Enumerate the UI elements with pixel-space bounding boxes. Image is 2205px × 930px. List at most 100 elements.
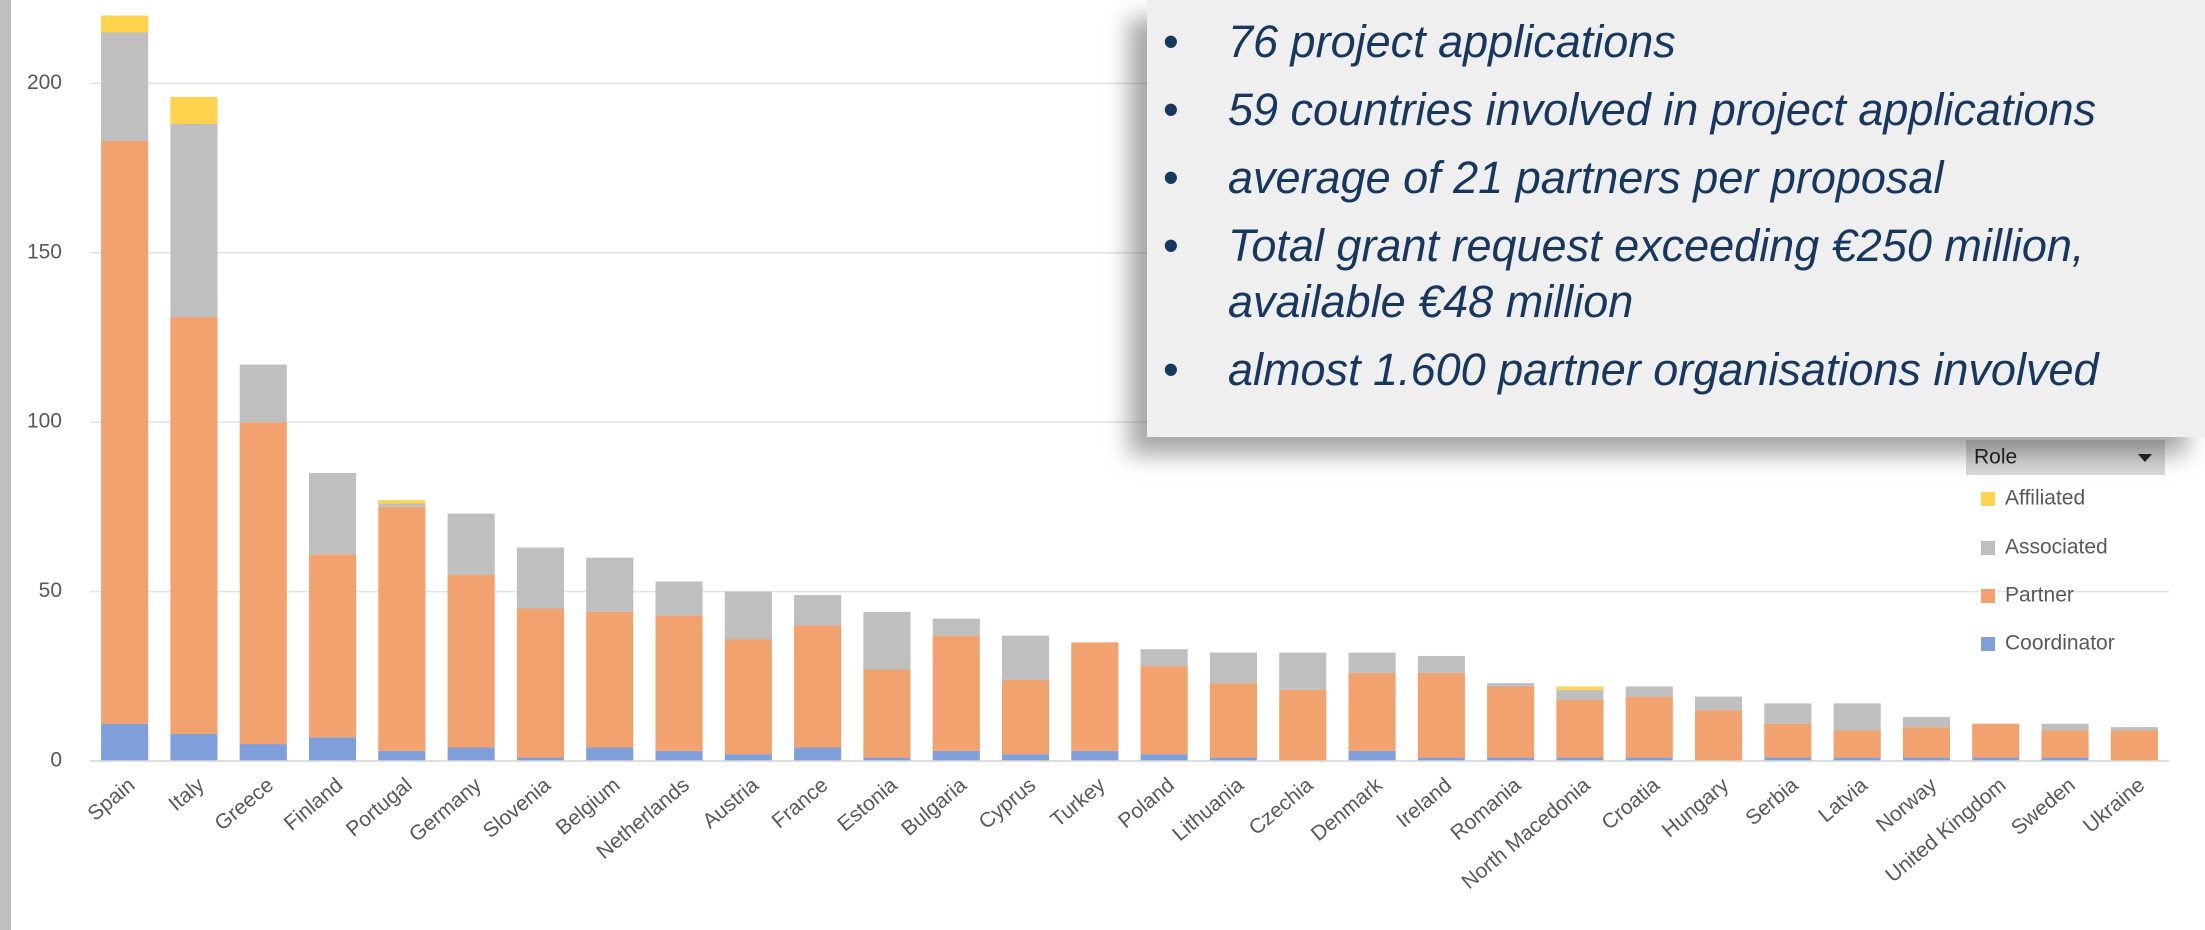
y-tick-label: 100 xyxy=(27,410,62,433)
bar-segment xyxy=(101,140,149,724)
bar-segment xyxy=(1348,652,1396,673)
bar-segment xyxy=(1833,730,1881,758)
bar-segment xyxy=(308,554,357,738)
legend-swatch xyxy=(1981,589,1995,603)
bar-segment xyxy=(1625,757,1673,761)
bullet-list: 76 project applications 59 countries invo… xyxy=(1147,14,2205,398)
bar-segment xyxy=(1140,649,1188,667)
bar-segment xyxy=(1694,710,1743,761)
x-tick-label: Greece xyxy=(210,773,278,835)
bar-segment xyxy=(1694,696,1743,711)
x-tick-label: Serbia xyxy=(1741,773,1803,830)
bar-segment xyxy=(1209,757,1258,761)
bullet: 76 project applications xyxy=(1147,14,2173,70)
bar-segment xyxy=(586,557,634,612)
bullet: almost 1.600 partner organisations invol… xyxy=(1147,342,2173,398)
bar-segment xyxy=(239,422,287,745)
x-tick-label: Italy xyxy=(164,773,209,816)
x-tick-label: Hungary xyxy=(1658,773,1734,842)
x-tick-label: Turkey xyxy=(1046,773,1110,832)
legend-label: Coordinator xyxy=(2005,632,2115,655)
bar-segment xyxy=(447,747,495,761)
x-tick-label: Denmark xyxy=(1307,773,1387,846)
bar-segment xyxy=(516,608,565,758)
bar-segment xyxy=(101,15,149,33)
y-tick-label: 0 xyxy=(50,749,62,772)
y-tick-label: 150 xyxy=(27,240,62,263)
bar-segment xyxy=(794,747,842,761)
x-tick-label: Finland xyxy=(280,773,348,835)
bar-segment xyxy=(308,737,357,761)
bar-segment xyxy=(586,747,634,761)
bar-segment xyxy=(1417,655,1465,673)
bar-segment xyxy=(724,591,772,640)
bar-segment xyxy=(1209,652,1258,684)
x-tick-label: France xyxy=(768,773,833,833)
x-tick-label: Estonia xyxy=(833,773,902,836)
bar-segment xyxy=(932,618,980,636)
legend-label: Associated xyxy=(2005,536,2108,559)
bar-segment xyxy=(1764,757,1812,761)
info-box: 76 project applications 59 countries invo… xyxy=(1147,0,2205,437)
bullet: 59 countries involved in project applica… xyxy=(1147,82,2173,138)
x-tick-label: Czechia xyxy=(1245,773,1318,840)
bar-segment xyxy=(1071,750,1119,761)
bar-segment xyxy=(516,547,565,609)
x-tick-label: United Kingdom xyxy=(1881,773,2010,887)
bar-segment xyxy=(308,472,357,555)
bar-segment xyxy=(239,364,287,423)
y-tick-label: 50 xyxy=(39,579,62,602)
bar-segment xyxy=(516,757,565,761)
x-tick-label: Latvia xyxy=(1814,773,1872,827)
legend-label: Partner xyxy=(2005,584,2074,607)
bar-segment xyxy=(932,635,980,751)
bar-segment xyxy=(1902,757,1951,761)
bar-segment xyxy=(794,594,842,626)
bar-segment xyxy=(378,506,426,751)
bar-segment xyxy=(1833,703,1881,731)
x-tick-label: Austria xyxy=(698,773,763,833)
bar-segment xyxy=(1417,672,1465,758)
bar-segment xyxy=(1001,754,1050,761)
bar-segment xyxy=(1556,700,1604,758)
bar-segment xyxy=(1487,757,1535,761)
bar-segment xyxy=(586,611,634,748)
bar-segment xyxy=(2041,723,2089,731)
bar-segment xyxy=(101,32,149,141)
bar-segment xyxy=(1902,727,1951,758)
x-tick-label: Cyprus xyxy=(975,773,1041,833)
bullet: average of 21 partners per proposal xyxy=(1147,150,2173,206)
legend-swatch xyxy=(1981,541,1995,555)
bar-segment xyxy=(170,123,218,318)
x-tick-label: Ukraine xyxy=(2079,773,2149,837)
bar-segment xyxy=(447,574,495,748)
bar-segment xyxy=(1556,689,1604,701)
x-tick-label: North Macedonia xyxy=(1457,773,1595,894)
bar-segment xyxy=(655,581,703,616)
x-tick-label: Portugal xyxy=(342,773,417,841)
bar-segment xyxy=(1348,750,1396,761)
legend-swatch xyxy=(1981,492,1995,506)
bar-segment xyxy=(1140,754,1188,761)
bar-segment xyxy=(932,750,980,761)
legend-swatch xyxy=(1981,637,1995,651)
bar-segment xyxy=(1972,723,2020,758)
x-tick-label: Bulgaria xyxy=(897,773,971,840)
bar-segment xyxy=(1556,757,1604,761)
x-tick-label: Ireland xyxy=(1392,773,1456,832)
bar-segment xyxy=(170,96,218,124)
bar-segment xyxy=(863,757,911,761)
bar-segment xyxy=(378,750,426,761)
bar-segment xyxy=(170,317,218,734)
x-tick-label: Croatia xyxy=(1597,773,1664,834)
left-edge xyxy=(0,0,11,930)
bar-segment xyxy=(724,754,772,761)
dropdown-arrow xyxy=(2138,454,2152,462)
bar-segment xyxy=(170,733,218,761)
legend-title: Role xyxy=(1974,446,2017,469)
bar-segment xyxy=(1972,757,2020,761)
x-tick-label: Poland xyxy=(1114,773,1179,833)
bar-segment xyxy=(1625,696,1673,758)
